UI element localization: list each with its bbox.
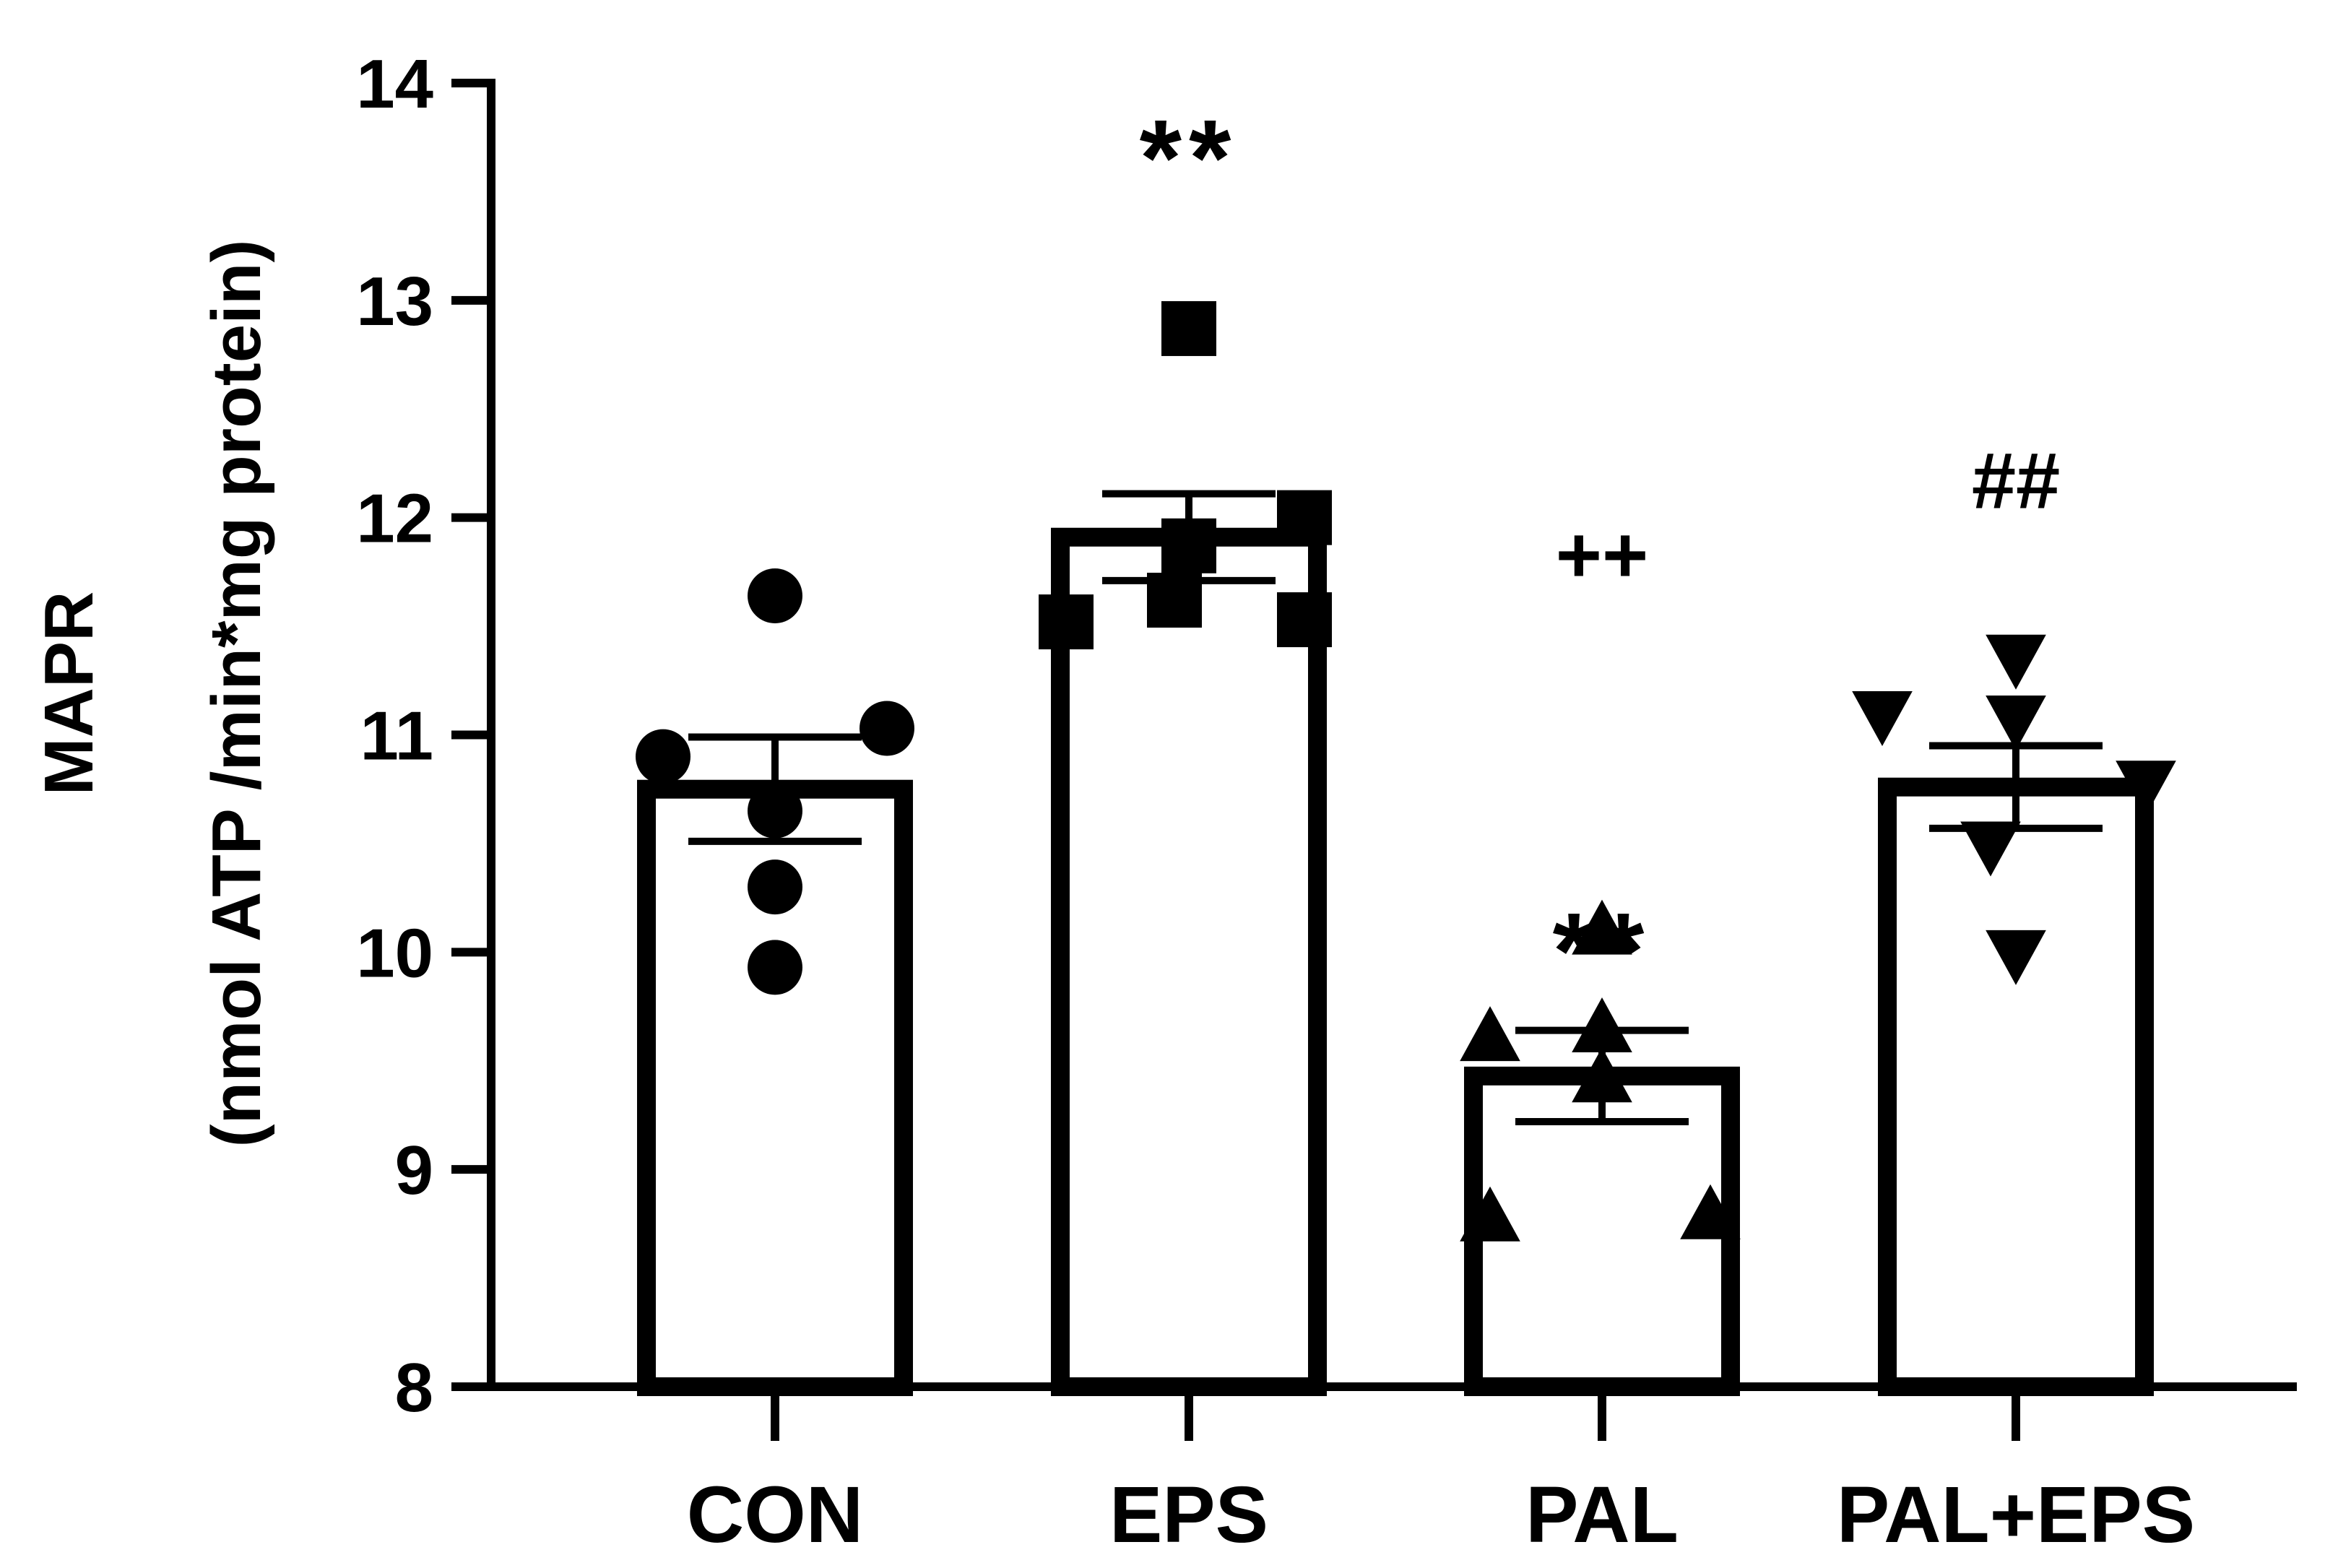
- data-point-square: [1277, 592, 1332, 648]
- y-tick-label: 8: [395, 1349, 433, 1426]
- significance-label: **: [1553, 890, 1652, 1011]
- data-point-square: [1039, 594, 1094, 650]
- data-point-triangle-down: [1986, 930, 2046, 985]
- data-point-square: [1161, 518, 1216, 573]
- y-tick-label: 9: [395, 1132, 433, 1209]
- x-tick-label: EPS: [1109, 1470, 1268, 1559]
- data-points: [636, 300, 2176, 1242]
- bar-eps: [1051, 527, 1327, 1396]
- x-tick-label: PAL: [1525, 1470, 1679, 1559]
- data-point-triangle-down: [1986, 634, 2046, 690]
- tick-labels: 8 9 10 11 12 13 14 CON EPS PAL PAL+EPS: [356, 46, 2195, 1559]
- significance-label: ++: [1556, 511, 1648, 599]
- data-point-circle: [748, 568, 802, 623]
- data-point-square: [1277, 490, 1332, 545]
- data-point-triangle-up: [1460, 1006, 1520, 1062]
- bar-pal-eps: [1878, 777, 2154, 1396]
- data-point-circle: [748, 859, 802, 915]
- data-point-square: [1147, 572, 1202, 628]
- y-tick-label: 11: [360, 698, 433, 775]
- data-point-triangle-up: [1572, 899, 1632, 955]
- data-point-triangle-down: [2116, 761, 2176, 816]
- data-point-triangle-down: [1960, 821, 2021, 877]
- data-point-triangle-down: [1986, 696, 2046, 751]
- data-point-square: [1161, 300, 1216, 356]
- data-point-triangle-up: [1572, 997, 1632, 1053]
- bar-con: [637, 779, 913, 1397]
- data-point-triangle-up: [1680, 1184, 1741, 1239]
- data-point-circle: [748, 940, 802, 995]
- significance-label: ##: [1972, 437, 2060, 526]
- significance-annotations: ** ** ++ ##: [1140, 97, 2061, 1011]
- y-tick-label: 14: [356, 46, 433, 123]
- y-axis-label: MAPR: [30, 592, 108, 796]
- bars: [637, 527, 2154, 1397]
- data-point-circle: [748, 783, 802, 839]
- data-point-circle: [636, 729, 690, 784]
- data-point-triangle-up: [1460, 1186, 1520, 1242]
- data-point-circle: [860, 701, 914, 756]
- x-tick-label: PAL+EPS: [1837, 1470, 2195, 1559]
- x-tick-label: CON: [687, 1470, 863, 1559]
- significance-label: **: [1140, 97, 1239, 218]
- data-point-triangle-up: [1572, 1047, 1632, 1103]
- y-axis-label-units: (nmol ATP /min*mg protein): [198, 240, 275, 1148]
- y-tick-label: 10: [356, 914, 433, 992]
- error-bars: [688, 490, 2103, 1125]
- data-point-triangle-down: [1852, 691, 1913, 747]
- y-tick-label: 12: [356, 480, 433, 558]
- y-tick-label: 13: [356, 263, 433, 340]
